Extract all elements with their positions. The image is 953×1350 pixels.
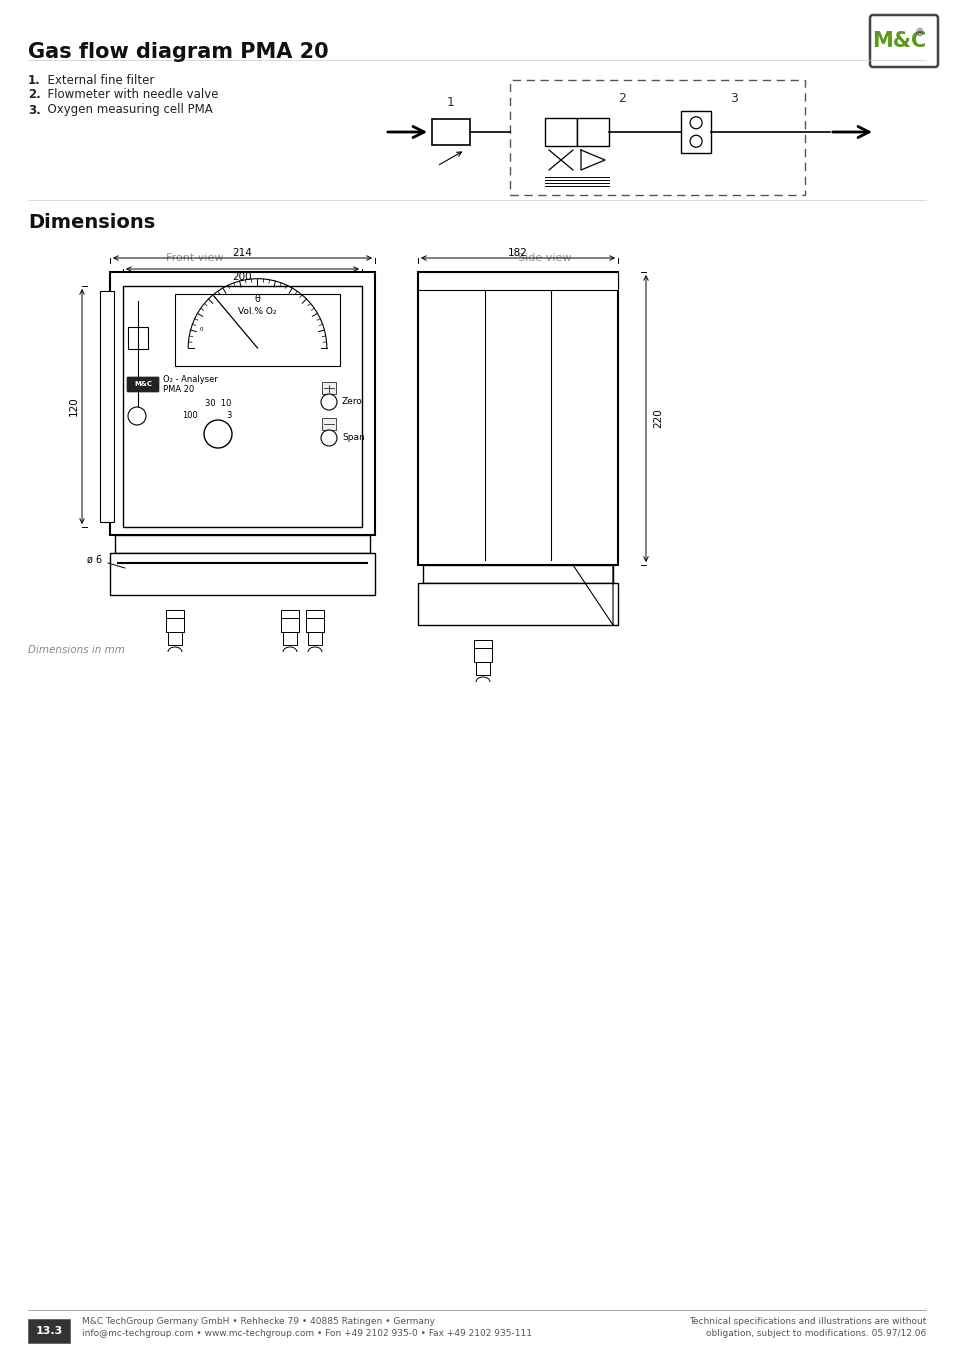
Text: M&C TechGroup Germany GmbH • Rehhecke 79 • 40885 Ratingen • Germany: M&C TechGroup Germany GmbH • Rehhecke 79…	[82, 1318, 435, 1327]
Bar	[283, 632, 296, 645]
Text: Side view: Side view	[517, 252, 571, 263]
FancyBboxPatch shape	[869, 15, 937, 68]
Bar	[322, 418, 335, 431]
Text: 214: 214	[233, 248, 253, 258]
Bar	[474, 648, 492, 662]
Bar	[281, 618, 298, 632]
Bar	[308, 632, 322, 645]
Bar	[166, 618, 184, 632]
Text: Vol.% O₂: Vol.% O₂	[238, 306, 276, 316]
Text: 100: 100	[182, 412, 198, 420]
Bar	[110, 554, 375, 595]
Text: Dimensions in mm: Dimensions in mm	[28, 645, 125, 655]
Text: Dimensions: Dimensions	[28, 212, 155, 231]
Bar	[174, 294, 339, 366]
Text: External fine filter: External fine filter	[40, 73, 154, 86]
Circle shape	[128, 406, 146, 425]
Text: Oxygen measuring cell PMA: Oxygen measuring cell PMA	[40, 104, 213, 116]
Text: 2.: 2.	[28, 89, 41, 101]
Bar	[680, 111, 710, 153]
Bar	[577, 117, 608, 146]
Bar	[417, 583, 618, 625]
Bar	[544, 117, 577, 146]
Text: 1.: 1.	[28, 73, 41, 86]
Text: Flowmeter with needle valve: Flowmeter with needle valve	[40, 89, 218, 101]
Text: 182: 182	[508, 248, 527, 258]
Bar	[281, 610, 298, 618]
Circle shape	[320, 394, 336, 410]
Text: Span: Span	[341, 433, 364, 443]
Text: 13.3: 13.3	[35, 1326, 63, 1336]
Text: ®: ®	[913, 28, 923, 38]
Circle shape	[320, 431, 336, 446]
Bar	[474, 640, 492, 648]
Bar	[417, 271, 618, 290]
Text: 3.: 3.	[28, 104, 41, 116]
Bar	[306, 610, 324, 618]
Circle shape	[689, 135, 701, 147]
Text: 200: 200	[233, 271, 252, 282]
Text: 1: 1	[447, 96, 455, 108]
Bar	[306, 618, 324, 632]
Text: M&C: M&C	[133, 382, 152, 387]
Circle shape	[689, 116, 701, 128]
Bar	[166, 610, 184, 618]
Text: Technical specifications and illustrations are without: Technical specifications and illustratio…	[688, 1318, 925, 1327]
Text: PMA 20: PMA 20	[163, 386, 194, 394]
Text: 220: 220	[652, 409, 662, 428]
Text: 3: 3	[226, 412, 232, 420]
Bar	[123, 286, 361, 526]
Text: 0: 0	[199, 327, 203, 332]
Bar	[510, 80, 804, 194]
Bar	[110, 271, 375, 535]
Bar	[476, 662, 490, 675]
Bar	[28, 1319, 70, 1343]
FancyBboxPatch shape	[127, 377, 159, 392]
Bar	[100, 292, 113, 522]
Text: obligation, subject to modifications. 05.97/12.06: obligation, subject to modifications. 05…	[705, 1330, 925, 1338]
Text: Zero: Zero	[341, 397, 362, 406]
Bar	[115, 535, 370, 554]
Text: Front view: Front view	[166, 252, 224, 263]
Text: ø 6: ø 6	[87, 555, 102, 566]
Text: 30  10: 30 10	[205, 400, 231, 409]
Bar	[432, 119, 470, 144]
Text: 120: 120	[69, 397, 79, 416]
Circle shape	[204, 420, 232, 448]
Bar	[417, 271, 618, 566]
Text: O₂ - Analyser: O₂ - Analyser	[163, 374, 217, 383]
Text: Gas flow diagram PMA 20: Gas flow diagram PMA 20	[28, 42, 328, 62]
Bar	[422, 566, 613, 583]
Bar	[128, 327, 148, 350]
Text: θ: θ	[254, 294, 260, 304]
Text: 2: 2	[618, 92, 625, 104]
Text: info@mc-techgroup.com • www.mc-techgroup.com • Fon +49 2102 935-0 • Fax +49 2102: info@mc-techgroup.com • www.mc-techgroup…	[82, 1330, 532, 1338]
Bar	[322, 382, 335, 394]
Text: M&C: M&C	[871, 31, 925, 51]
Text: 3: 3	[729, 92, 738, 104]
Bar	[168, 632, 182, 645]
